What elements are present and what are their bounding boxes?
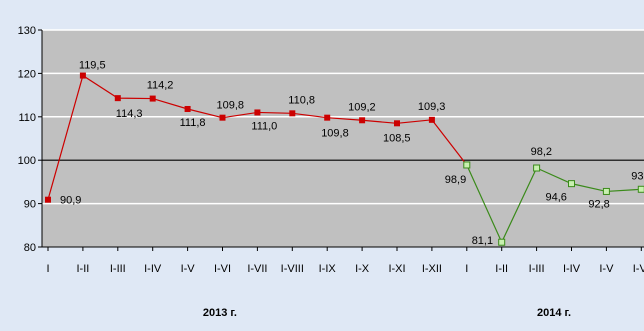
data-label: 111,0: [251, 120, 277, 132]
x-tick-label: I-X: [355, 263, 370, 275]
data-label: 109,3: [418, 101, 446, 113]
data-point: [568, 180, 575, 188]
y-tick-label: 110: [18, 112, 36, 124]
data-label: 109,2: [348, 101, 376, 113]
data-point: [184, 105, 191, 112]
data-label: 111,8: [180, 117, 206, 129]
x-tick-label: I-VI: [214, 263, 231, 275]
data-point: [219, 114, 226, 121]
data-label: 109,8: [217, 100, 245, 112]
data-label: 109,8: [321, 128, 349, 140]
x-tick-label: I-V: [599, 263, 614, 275]
x-tick-label: I-XI: [388, 263, 405, 275]
data-label: 98,2: [531, 146, 552, 158]
group-label: 2013 г.: [203, 307, 237, 319]
data-label: 90,9: [60, 195, 81, 207]
y-tick-label: 120: [18, 68, 36, 80]
group-label: 2014 г.: [537, 307, 571, 319]
x-tick-label: I-V: [181, 263, 196, 275]
data-point: [289, 110, 296, 117]
data-label: 108,5: [383, 132, 411, 144]
x-tick-label: I: [46, 263, 49, 275]
data-point: [324, 114, 331, 121]
data-point: [79, 72, 86, 79]
data-point: [602, 187, 610, 195]
y-tick-label: 100: [18, 155, 36, 167]
data-point: [533, 164, 541, 172]
data-point: [359, 117, 366, 124]
plot-area: [42, 30, 644, 247]
y-tick-label: 90: [24, 199, 36, 211]
data-label: 119,5: [79, 60, 106, 72]
x-tick-label: I-II: [76, 263, 89, 275]
x-tick-label: I-XII: [422, 263, 442, 275]
data-label: 98,9: [445, 174, 466, 186]
x-tick-label: I-II: [495, 263, 508, 275]
data-label: 81,1: [472, 235, 493, 247]
x-tick-label: I-VI: [633, 263, 644, 275]
x-tick-label: I-VIII: [281, 263, 304, 275]
x-tick-label: I-IV: [144, 263, 162, 275]
data-point: [428, 116, 435, 123]
y-tick-label: 80: [24, 242, 36, 254]
data-label: 110,8: [288, 94, 315, 106]
data-point: [254, 109, 261, 116]
x-tick-label: I-III: [110, 263, 126, 275]
data-point: [637, 185, 644, 193]
x-tick-label: I-VII: [247, 263, 267, 275]
data-label: 93,3: [631, 170, 644, 182]
data-point: [394, 120, 400, 127]
data-point: [498, 238, 506, 246]
x-tick-label: I: [465, 263, 468, 275]
x-tick-label: I-III: [529, 263, 545, 275]
data-point: [45, 196, 51, 203]
data-label: 114,3: [116, 108, 143, 120]
data-label: 94,6: [546, 192, 567, 204]
data-label: 114,2: [147, 80, 174, 92]
series-line: [466, 164, 642, 244]
x-tick-label: I-IV: [563, 263, 581, 275]
y-tick-label: 130: [18, 25, 36, 37]
data-label: 92,8: [588, 198, 609, 210]
data-point: [463, 161, 471, 169]
x-tick-label: I-IX: [319, 263, 337, 275]
data-point: [149, 95, 156, 102]
data-point: [114, 95, 121, 102]
